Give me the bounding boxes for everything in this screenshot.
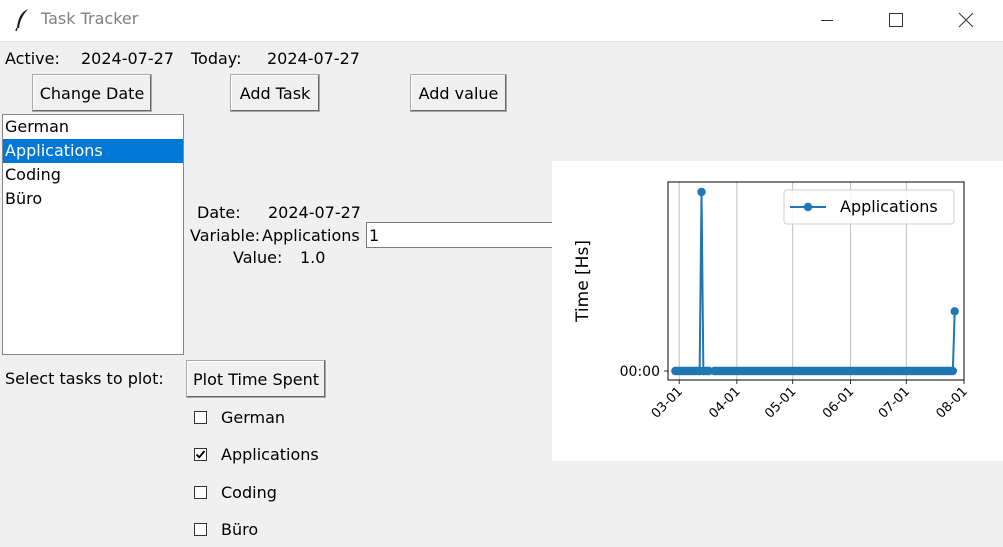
maximize-icon	[889, 13, 903, 27]
data-point	[950, 307, 959, 316]
list-item-applications[interactable]: Applications	[3, 139, 183, 163]
checkbox-coding-box[interactable]	[194, 485, 207, 499]
today-label: Today:	[191, 49, 242, 68]
value-value: 1.0	[300, 248, 326, 267]
legend-marker	[803, 202, 813, 212]
x-tick-label: 08-01	[934, 384, 971, 421]
checkbox-applications[interactable]: Applications	[194, 443, 319, 465]
active-date: 2024-07-27	[81, 49, 174, 68]
feather-icon	[15, 9, 28, 32]
series-line	[675, 191, 709, 372]
checkbox-buero[interactable]: Büro	[194, 518, 258, 540]
y-axis-label: Time [Hs]	[573, 240, 593, 323]
list-item-german[interactable]: German	[5, 117, 70, 136]
chart-panel: 03-01 04-01 05-01 06-01 07-01 08-01 00:00 Time …	[552, 161, 1003, 461]
variable-label: Variable:	[190, 226, 261, 245]
checkbox-german-box[interactable]	[194, 410, 207, 424]
today-date: 2024-07-27	[267, 49, 360, 68]
checkmark-icon	[195, 449, 206, 459]
y-tick-label: 00:00	[620, 364, 660, 380]
data-point	[697, 187, 706, 197]
minimize-button[interactable]	[804, 0, 850, 40]
x-tick-label: 07-01	[876, 384, 913, 421]
select-tasks-label: Select tasks to plot:	[5, 369, 164, 388]
list-item-coding[interactable]: Coding	[5, 165, 61, 184]
checkbox-applications-label: Applications	[221, 444, 319, 464]
add-value-button[interactable]: Add value	[410, 74, 507, 112]
window-title: Task Tracker	[41, 9, 139, 28]
task-listbox[interactable]: German Applications Coding Büro	[2, 114, 184, 355]
checkbox-german-label: German	[221, 407, 286, 427]
legend-box	[783, 189, 955, 225]
plot-time-spent-button[interactable]: Plot Time Spent	[186, 360, 326, 398]
checkbox-german[interactable]: German	[194, 406, 285, 428]
series-line	[714, 311, 956, 372]
close-button[interactable]	[943, 0, 989, 40]
minimize-icon	[821, 20, 833, 21]
change-date-button[interactable]: Change Date	[32, 74, 152, 112]
x-tick-label: 05-01	[762, 384, 799, 421]
variable-value: Applications	[262, 226, 360, 245]
data-point	[671, 366, 680, 376]
maximize-button[interactable]	[873, 0, 919, 40]
x-tick-label: 03-01	[649, 384, 686, 421]
value-input[interactable]	[366, 222, 566, 248]
legend-label: Applications	[840, 197, 938, 216]
title-bar: Task Tracker	[0, 0, 1003, 42]
add-task-button[interactable]: Add Task	[230, 74, 320, 112]
active-label: Active:	[5, 49, 60, 68]
checkbox-applications-box[interactable]	[194, 447, 207, 461]
data-point	[948, 366, 958, 376]
time-spent-chart: 03-01 04-01 05-01 06-01 07-01 08-01 00:00 Time …	[573, 181, 971, 422]
x-tick-label: 06-01	[820, 384, 857, 421]
list-item-buero[interactable]: Büro	[5, 189, 43, 208]
checkbox-coding-label: Coding	[221, 482, 277, 502]
x-tick-label: 04-01	[706, 384, 743, 421]
plot-frame	[667, 181, 965, 381]
close-icon	[958, 12, 974, 28]
checkbox-coding[interactable]: Coding	[194, 481, 277, 503]
date-value: 2024-07-27	[268, 203, 361, 222]
value-label: Value:	[233, 248, 283, 267]
checkbox-buero-box[interactable]	[194, 522, 207, 536]
date-label: Date:	[197, 203, 241, 222]
data-point	[710, 366, 719, 376]
checkbox-buero-label: Büro	[221, 519, 259, 539]
